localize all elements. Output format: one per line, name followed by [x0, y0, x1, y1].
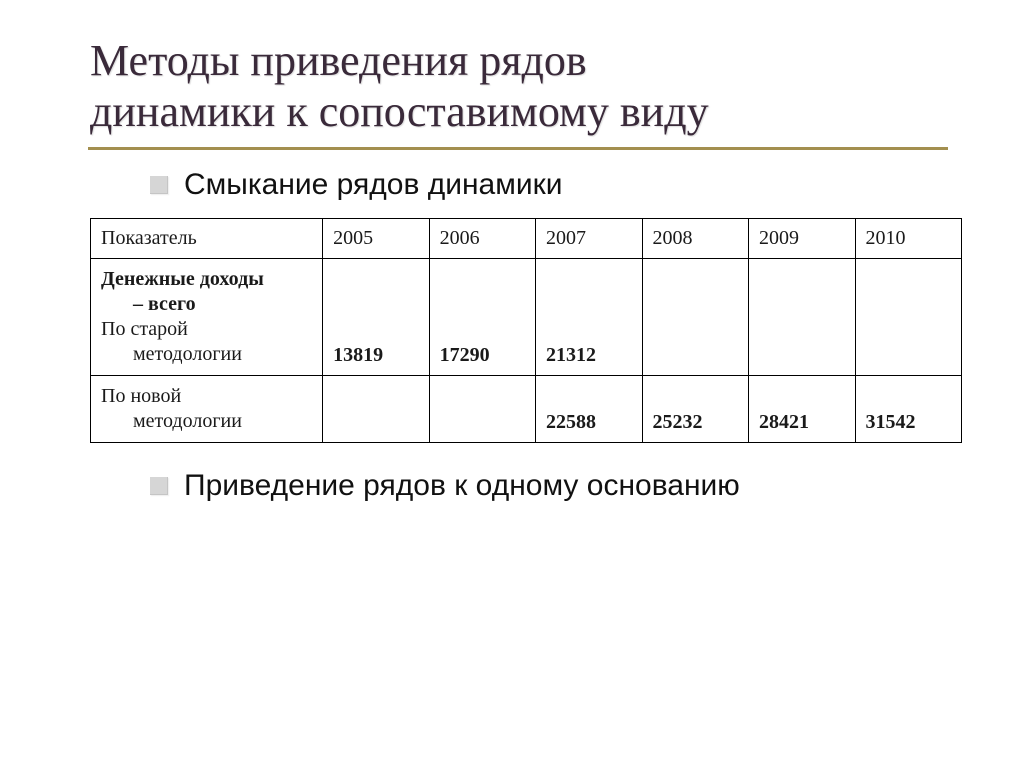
- td-new-l1: По новой: [101, 385, 181, 407]
- td-new-2009: 28421: [749, 376, 855, 443]
- th-2005: 2005: [323, 219, 429, 259]
- th-2010: 2010: [855, 219, 962, 259]
- square-bullet-icon: [150, 176, 168, 194]
- data-table: Показатель 2005 2006 2007 2008 2009 2010…: [90, 218, 962, 443]
- th-2008: 2008: [642, 219, 748, 259]
- th-2007: 2007: [536, 219, 642, 259]
- td-old-l2: – всего: [101, 293, 196, 315]
- title-line-1: Методы приведения рядов: [90, 36, 587, 85]
- slide: Методы приведения рядов динамики к сопос…: [0, 0, 1024, 768]
- title-line-2: динамики к сопоставимому виду: [90, 87, 709, 136]
- slide-title: Методы приведения рядов динамики к сопос…: [90, 36, 964, 137]
- td-old-l4: методологии: [101, 343, 242, 365]
- td-new-label: По новой методологии: [91, 376, 323, 443]
- td-old-label: Денежные доходы – всего По старой методо…: [91, 259, 323, 376]
- square-bullet-icon: [150, 477, 168, 495]
- td-old-l3: По старой: [101, 318, 188, 340]
- td-old-2010: [855, 259, 962, 376]
- td-new-2008: 25232: [642, 376, 748, 443]
- bullet-1-text: Смыкание рядов динамики: [184, 168, 563, 202]
- td-new-2005: [323, 376, 429, 443]
- td-old-2008: [642, 259, 748, 376]
- table-row-new: По новой методологии 22588 25232 28421 3…: [91, 376, 962, 443]
- title-underline: [88, 147, 948, 150]
- td-new-2007: 22588: [536, 376, 642, 443]
- td-old-2005: 13819: [323, 259, 429, 376]
- td-old-l1: Денежные доходы: [101, 268, 264, 290]
- td-new-2006: [429, 376, 535, 443]
- bullet-1: Смыкание рядов динамики: [150, 168, 964, 202]
- td-new-l2: методологии: [101, 410, 242, 432]
- td-old-2006: 17290: [429, 259, 535, 376]
- th-2009: 2009: [749, 219, 855, 259]
- th-2006: 2006: [429, 219, 535, 259]
- bullet-2: Приведение рядов к одному основанию: [150, 469, 964, 503]
- th-indicator: Показатель: [91, 219, 323, 259]
- td-new-2010: 31542: [855, 376, 962, 443]
- td-old-2009: [749, 259, 855, 376]
- bullet-2-text: Приведение рядов к одному основанию: [184, 469, 740, 503]
- td-old-2007: 21312: [536, 259, 642, 376]
- table-header-row: Показатель 2005 2006 2007 2008 2009 2010: [91, 219, 962, 259]
- table-row-old: Денежные доходы – всего По старой методо…: [91, 259, 962, 376]
